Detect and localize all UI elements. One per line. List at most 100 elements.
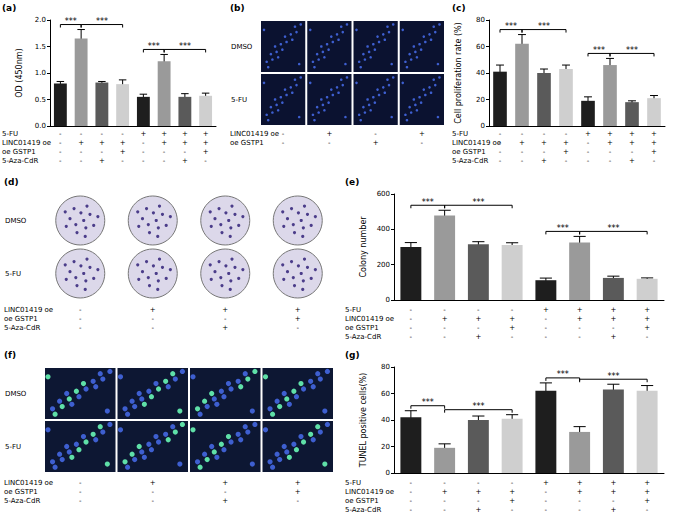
svg-text:+: + bbox=[442, 488, 448, 496]
svg-text:-: - bbox=[443, 479, 446, 487]
svg-text:60: 60 bbox=[381, 390, 390, 398]
svg-text:+: + bbox=[295, 479, 301, 487]
svg-text:+: + bbox=[78, 139, 84, 147]
svg-text:-: - bbox=[646, 333, 649, 341]
svg-text:+: + bbox=[629, 139, 635, 147]
svg-text:-: - bbox=[499, 139, 502, 147]
svg-text:5-FU: 5-FU bbox=[345, 479, 361, 487]
svg-text:-: - bbox=[296, 497, 299, 505]
svg-text:+: + bbox=[577, 488, 583, 496]
svg-text:-: - bbox=[545, 488, 548, 496]
svg-text:-: - bbox=[653, 157, 656, 165]
svg-text:-: - bbox=[79, 488, 82, 496]
svg-text:oe GSTP1: oe GSTP1 bbox=[345, 324, 379, 332]
svg-text:+: + bbox=[644, 497, 650, 505]
svg-text:***: *** bbox=[179, 42, 191, 51]
svg-text:+: + bbox=[610, 479, 616, 487]
svg-text:+: + bbox=[161, 139, 167, 147]
svg-text:5-FU: 5-FU bbox=[5, 270, 21, 278]
svg-text:LINC01419 oe: LINC01419 oe bbox=[452, 139, 501, 147]
svg-text:-: - bbox=[565, 130, 568, 138]
svg-text:+: + bbox=[222, 497, 228, 505]
svg-text:+: + bbox=[373, 139, 379, 147]
svg-text:***: *** bbox=[148, 42, 160, 51]
svg-text:+: + bbox=[222, 306, 228, 314]
svg-text:Cell proliferation rate (%): Cell proliferation rate (%) bbox=[454, 22, 463, 123]
svg-text:-: - bbox=[477, 324, 480, 332]
svg-text:20: 20 bbox=[476, 96, 485, 104]
svg-text:1.0: 1.0 bbox=[35, 69, 46, 77]
svg-text:-: - bbox=[578, 333, 581, 341]
svg-text:+: + bbox=[326, 130, 332, 138]
svg-text:+: + bbox=[203, 139, 209, 147]
svg-text:(e): (e) bbox=[345, 177, 359, 187]
svg-text:+: + bbox=[651, 130, 657, 138]
svg-text:(f): (f) bbox=[4, 350, 16, 360]
svg-text:-: - bbox=[612, 324, 615, 332]
svg-text:2.0: 2.0 bbox=[35, 16, 46, 24]
svg-text:-: - bbox=[224, 315, 227, 323]
svg-text:5-Aza-CdR: 5-Aza-CdR bbox=[4, 497, 40, 505]
svg-text:-: - bbox=[282, 139, 285, 147]
svg-text:-: - bbox=[59, 139, 62, 147]
svg-text:+: + bbox=[150, 479, 156, 487]
svg-text:80: 80 bbox=[381, 363, 390, 371]
svg-text:+: + bbox=[563, 148, 569, 156]
svg-text:-: - bbox=[151, 497, 154, 505]
svg-text:+: + bbox=[295, 488, 301, 496]
svg-text:600: 600 bbox=[377, 190, 390, 198]
svg-text:-: - bbox=[587, 148, 590, 156]
svg-text:+: + bbox=[203, 148, 209, 156]
svg-text:-: - bbox=[578, 324, 581, 332]
svg-text:5-Aza-CdR: 5-Aza-CdR bbox=[345, 333, 381, 341]
svg-text:Colony number: Colony number bbox=[359, 216, 368, 278]
svg-text:+: + bbox=[222, 479, 228, 487]
svg-text:-: - bbox=[410, 324, 413, 332]
svg-text:+: + bbox=[419, 130, 425, 138]
svg-text:+: + bbox=[610, 506, 616, 514]
svg-text:oe GSTP1: oe GSTP1 bbox=[4, 315, 38, 323]
svg-text:-: - bbox=[101, 148, 104, 156]
svg-text:+: + bbox=[120, 139, 126, 147]
svg-text:-: - bbox=[224, 488, 227, 496]
svg-text:-: - bbox=[521, 148, 524, 156]
svg-text:-: - bbox=[511, 506, 514, 514]
svg-text:***: *** bbox=[626, 46, 638, 55]
svg-text:-: - bbox=[511, 479, 514, 487]
svg-text:+: + bbox=[610, 333, 616, 341]
svg-text:-: - bbox=[545, 315, 548, 323]
svg-text:-: - bbox=[499, 148, 502, 156]
svg-text:-: - bbox=[609, 148, 612, 156]
svg-text:+: + bbox=[585, 130, 591, 138]
svg-text:***: *** bbox=[472, 198, 484, 207]
svg-text:5-FU: 5-FU bbox=[231, 96, 247, 104]
svg-text:+: + bbox=[475, 506, 481, 514]
svg-text:+: + bbox=[651, 148, 657, 156]
svg-text:0.0: 0.0 bbox=[35, 122, 46, 130]
svg-text:-: - bbox=[410, 488, 413, 496]
svg-text:***: *** bbox=[557, 370, 569, 379]
svg-text:***: *** bbox=[472, 402, 484, 411]
svg-text:***: *** bbox=[593, 46, 605, 55]
svg-text:-: - bbox=[204, 157, 207, 165]
svg-text:-: - bbox=[565, 157, 568, 165]
svg-text:-: - bbox=[609, 157, 612, 165]
svg-text:5-Aza-CdR: 5-Aza-CdR bbox=[452, 157, 488, 165]
svg-text:oe GSTP1: oe GSTP1 bbox=[230, 139, 264, 147]
svg-text:+: + bbox=[644, 324, 650, 332]
svg-text:-: - bbox=[578, 506, 581, 514]
svg-text:+: + bbox=[222, 324, 228, 332]
svg-text:80: 80 bbox=[476, 16, 485, 24]
svg-text:+: + bbox=[543, 306, 549, 314]
svg-text:oe GSTP1: oe GSTP1 bbox=[452, 148, 486, 156]
svg-text:-: - bbox=[543, 130, 546, 138]
svg-text:-: - bbox=[410, 506, 413, 514]
svg-text:-: - bbox=[410, 315, 413, 323]
svg-text:-: - bbox=[121, 157, 124, 165]
svg-text:***: *** bbox=[96, 17, 108, 26]
svg-text:oe GSTP1: oe GSTP1 bbox=[2, 148, 36, 156]
svg-text:+: + bbox=[509, 315, 515, 323]
svg-text:5-Aza-CdR: 5-Aza-CdR bbox=[2, 157, 38, 165]
svg-text:-: - bbox=[545, 333, 548, 341]
svg-text:20: 20 bbox=[381, 443, 390, 451]
